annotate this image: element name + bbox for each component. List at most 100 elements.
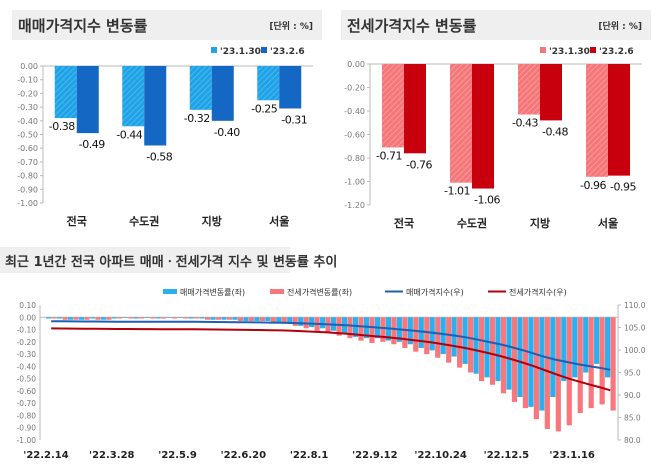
y-tick-label: -0.30 [17, 103, 38, 112]
legend-label: 전세가격지수(우) [509, 287, 567, 297]
bar [572, 317, 578, 378]
bar [155, 317, 161, 319]
bar [517, 317, 523, 398]
data-label: -0.96 [580, 179, 606, 192]
y-tick-label: -0.40 [344, 107, 365, 116]
bar [189, 66, 212, 110]
data-label: -0.58 [146, 150, 172, 163]
bar [473, 317, 479, 374]
bar [144, 317, 150, 318]
bar [440, 317, 446, 355]
bar [369, 317, 375, 344]
bar [232, 317, 238, 320]
data-label: -0.76 [406, 158, 432, 171]
bar [259, 317, 265, 321]
bar [221, 317, 227, 320]
legend-swatch [270, 289, 284, 294]
legend-swatch [261, 47, 267, 53]
right-tick-label: 90.0 [624, 391, 641, 400]
left-tick-label: -0.70 [17, 399, 37, 408]
bar [451, 317, 457, 357]
data-label: -0.44 [116, 128, 142, 141]
bar [462, 317, 468, 364]
left-tick-label: -0.40 [17, 362, 37, 371]
bar [144, 66, 167, 146]
legend-label: '23.2.6 [599, 47, 634, 57]
panel-title-band [12, 10, 322, 40]
bar [550, 317, 556, 398]
right-tick-label: 105.0 [624, 324, 646, 333]
bar [446, 317, 452, 363]
x-tick-label: '22.8.1 [290, 450, 329, 461]
y-tick-label: -0.60 [344, 131, 365, 140]
bar [404, 64, 426, 154]
panel-title: 매매가격지수 변동률 [18, 17, 148, 35]
bar [193, 317, 200, 319]
bar [122, 317, 128, 318]
left-tick-label: 0.10 [19, 301, 36, 310]
bar [276, 317, 282, 323]
bar [56, 317, 63, 319]
bar [76, 66, 99, 134]
bar [215, 317, 222, 320]
bar [204, 317, 211, 320]
legend-label: '23.2.6 [270, 47, 305, 57]
bar [106, 317, 112, 320]
bar [237, 317, 244, 321]
legend-label: 전세가격변동률(좌) [287, 287, 352, 297]
data-label: -0.31 [281, 113, 307, 126]
right-tick-label: 80.0 [624, 436, 641, 445]
unit-label: [단위 : %] [598, 20, 642, 32]
bar [586, 64, 608, 177]
data-label: -1.06 [474, 194, 500, 207]
category-label: 서울 [598, 216, 618, 230]
legend-swatch [211, 47, 217, 53]
legend-swatch [540, 47, 546, 53]
bar [270, 317, 276, 323]
bar [172, 317, 178, 319]
data-label: -0.95 [610, 181, 636, 194]
right-tick-label: 85.0 [624, 414, 641, 423]
y-tick-label: -1.00 [344, 178, 365, 187]
bar [54, 66, 77, 119]
left-tick-label: -0.90 [17, 424, 37, 433]
legend-label: '23.1.30 [549, 47, 590, 57]
bar [117, 317, 123, 319]
data-label: -0.40 [214, 126, 240, 139]
bar [608, 64, 630, 176]
index-line [51, 320, 611, 371]
y-tick-label: -0.40 [17, 117, 38, 126]
bar [424, 317, 430, 355]
category-label: 지방 [530, 216, 550, 230]
bar [161, 317, 167, 319]
x-tick-label: '22.2.14 [23, 450, 68, 461]
bar [599, 317, 605, 405]
left-tick-label: -0.30 [17, 350, 37, 359]
y-tick-label: -0.10 [17, 76, 38, 85]
right-tick-label: 95.0 [624, 369, 641, 378]
bar [292, 317, 298, 326]
bar [561, 317, 567, 382]
bar [566, 317, 572, 426]
y-tick-label: -0.60 [17, 144, 38, 153]
index-line [51, 327, 611, 392]
bar [122, 66, 145, 127]
bar [62, 317, 68, 320]
bar [583, 317, 589, 373]
left-tick-label: -0.10 [17, 326, 37, 335]
legend-label: '23.1.30 [220, 47, 261, 57]
bar [254, 317, 260, 321]
x-tick-label: '22.10.24 [414, 450, 466, 461]
bar [46, 317, 52, 319]
left-tick-label: -0.20 [17, 338, 37, 347]
bar [226, 317, 233, 320]
bar [429, 317, 435, 351]
data-label: -1.01 [444, 185, 470, 198]
bar [73, 317, 79, 320]
y-tick-label: -1.00 [17, 199, 38, 208]
bar [450, 64, 472, 183]
data-label: -0.71 [376, 149, 402, 162]
bar [188, 317, 194, 319]
bar [265, 317, 271, 321]
category-label: 수도권 [457, 217, 487, 230]
